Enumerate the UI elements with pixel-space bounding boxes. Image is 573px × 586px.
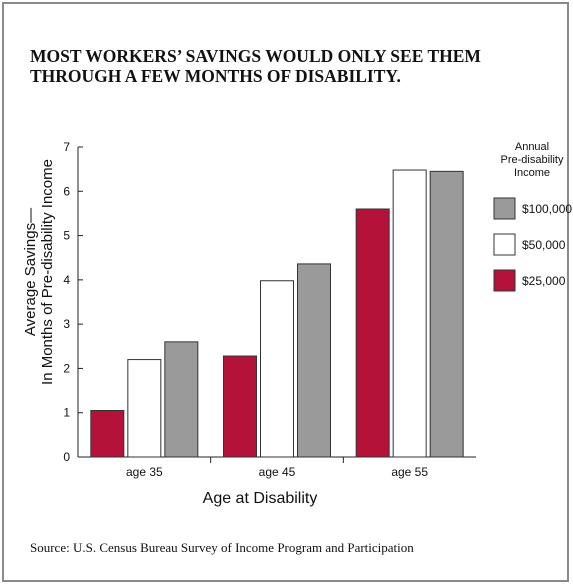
x-tick-label: age 55: [391, 465, 428, 479]
bar-age-45-series-2: [297, 263, 331, 458]
bar-age-45-series-0: [223, 355, 257, 458]
y-tick-label: 4: [63, 273, 70, 287]
bar-age-55-series-2: [429, 170, 464, 458]
y-tick-label: 3: [63, 317, 70, 331]
x-tick-label: age 45: [259, 465, 296, 479]
x-axis-label: Age at Disability: [203, 490, 318, 507]
legend-swatch: [493, 269, 516, 292]
legend-label: $100,000: [522, 202, 572, 216]
legend-title-line: Annual: [515, 141, 549, 153]
y-tick-label: 1: [63, 406, 70, 420]
y-tick-label: 2: [63, 361, 70, 375]
bar-age-55-series-1: [392, 169, 427, 458]
bar-age-45-series-1: [260, 280, 294, 458]
bar-age-35-series-0: [90, 410, 125, 458]
legend-label: $50,000: [522, 238, 566, 252]
y-tick-label: 5: [63, 229, 70, 243]
legend-title-line: Income: [514, 167, 550, 179]
chart-title: MOST WORKERS’ SAVINGS WOULD ONLY SEE THE…: [30, 46, 481, 86]
axes: 0 1 2 3 4 5 6 7 age 35 age 45 age 55: [63, 140, 476, 479]
y-tick-label: 0: [63, 450, 70, 464]
legend-title-line: Pre-disability: [501, 154, 564, 166]
bars: [90, 169, 464, 458]
y-axis-label-line1: Average Savings—: [22, 208, 39, 336]
bar-age-35-series-2: [164, 341, 199, 458]
legend-label: $25,000: [522, 274, 566, 288]
y-tick-label: 7: [63, 140, 70, 154]
legend-swatch: [493, 197, 516, 220]
source-note: Source: U.S. Census Bureau Survey of Inc…: [30, 540, 414, 555]
legend-swatch: [493, 233, 516, 256]
bar-age-35-series-1: [127, 359, 162, 458]
y-axis-label-line2: In Months of Pre-disability Income: [39, 159, 56, 385]
x-tick-label: age 35: [126, 465, 163, 479]
y-tick-label: 6: [63, 184, 70, 198]
bar-age-55-series-0: [355, 208, 390, 458]
